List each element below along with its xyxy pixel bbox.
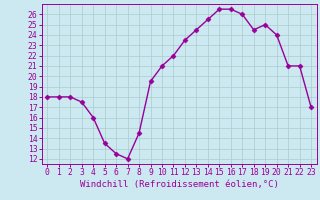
X-axis label: Windchill (Refroidissement éolien,°C): Windchill (Refroidissement éolien,°C) — [80, 180, 279, 189]
